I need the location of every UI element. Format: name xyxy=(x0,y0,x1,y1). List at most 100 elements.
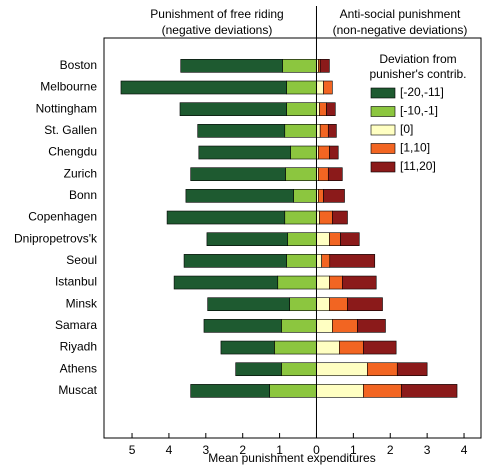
bar-segment xyxy=(318,145,330,160)
bar-segment xyxy=(282,59,317,73)
bar-segment xyxy=(281,319,317,333)
legend-title: punisher's contrib. xyxy=(369,67,466,81)
legend-label: [1,10] xyxy=(400,141,430,155)
y-tick-label: Nottingham xyxy=(36,101,97,115)
bar-segment xyxy=(286,254,317,268)
bar-segment xyxy=(277,275,317,290)
right-header: (non-negative deviations) xyxy=(333,23,468,37)
bar-segment xyxy=(316,384,364,398)
bar-segment xyxy=(190,384,270,398)
bar-segment xyxy=(339,340,364,355)
bar-segment xyxy=(329,275,343,290)
bar-segment xyxy=(367,362,398,377)
bar-segment xyxy=(179,102,287,116)
bar-segment xyxy=(321,254,331,268)
x-tick-label: 4 xyxy=(166,443,173,457)
y-tick-label: Minsk xyxy=(66,296,98,310)
bar-segment xyxy=(285,167,317,181)
y-tick-label: Riyadh xyxy=(60,340,97,354)
bar-segment xyxy=(293,189,317,203)
bar-segment xyxy=(120,80,287,95)
bar-segment xyxy=(220,340,275,355)
x-tick-label: 2 xyxy=(239,443,246,457)
bar-segment xyxy=(396,362,428,377)
bar-segment xyxy=(329,254,376,268)
bar-segment xyxy=(329,232,341,246)
y-tick-label: Melbourne xyxy=(40,80,97,94)
bar-segment xyxy=(319,59,330,73)
bar-segment xyxy=(316,124,321,138)
y-tick-label: Seoul xyxy=(66,253,97,267)
bar-segment xyxy=(327,167,343,181)
y-tick-label: Bonn xyxy=(69,188,97,202)
bar-segment xyxy=(173,275,279,290)
bar-segment xyxy=(281,362,317,377)
y-tick-label: St. Gallen xyxy=(44,123,97,137)
bar-segment xyxy=(363,384,402,398)
bar-segment xyxy=(316,297,330,312)
bar-segment xyxy=(198,145,291,160)
bar-segment xyxy=(203,319,282,333)
bar-segment xyxy=(286,80,317,95)
y-tick-label: Muscat xyxy=(58,383,97,397)
y-tick-label: Chengdu xyxy=(48,145,97,159)
y-tick-label: Copenhagen xyxy=(28,210,97,224)
x-axis-label: Mean punishment expenditures xyxy=(208,451,375,465)
plot-frame xyxy=(103,37,482,439)
legend-label: [11,20] xyxy=(400,159,436,173)
left-header: (negative deviations) xyxy=(162,23,273,37)
bar-segment xyxy=(316,275,330,290)
y-tick-label: Istanbul xyxy=(55,275,97,289)
legend-swatch xyxy=(370,124,396,136)
bar-segment xyxy=(235,362,282,377)
x-tick-label: 3 xyxy=(424,443,431,457)
bar-segment xyxy=(327,124,337,138)
bar-segment xyxy=(319,210,333,225)
bar-segment xyxy=(269,384,317,398)
legend-swatch xyxy=(370,106,396,117)
bar-segment xyxy=(166,210,286,225)
x-tick-label: 1 xyxy=(350,443,357,457)
x-tick-label: 1 xyxy=(276,443,283,457)
bar-segment xyxy=(316,319,333,333)
legend-swatch xyxy=(370,143,396,154)
x-tick-label: 4 xyxy=(461,443,468,457)
bar-segment xyxy=(401,384,458,398)
bar-segment xyxy=(319,124,329,138)
bar-segment xyxy=(274,340,317,355)
x-tick-label: 3 xyxy=(202,443,209,457)
bar-segment xyxy=(332,210,348,225)
legend-label: [-20,-11] xyxy=(400,85,444,99)
bar-segment xyxy=(340,232,360,246)
bar-segment xyxy=(357,319,386,333)
bar-segment xyxy=(286,102,317,116)
y-tick-label: Athens xyxy=(60,361,97,375)
bar-segment xyxy=(287,232,317,246)
bar-segment xyxy=(190,167,286,181)
bar-segment xyxy=(316,362,368,377)
bar-segment xyxy=(180,59,283,73)
bar-segment xyxy=(289,297,317,312)
bar-segment xyxy=(284,124,317,138)
bar-segment xyxy=(284,210,317,225)
bar-segment xyxy=(207,297,290,312)
bar-segment xyxy=(316,80,324,95)
bar-segment xyxy=(326,102,336,116)
bar-segment xyxy=(329,297,348,312)
legend-label: [-10,-1] xyxy=(400,104,438,118)
bar-segment xyxy=(316,340,340,355)
bar-segment xyxy=(323,189,345,203)
bar-segment xyxy=(185,189,294,203)
legend-title: Deviation from xyxy=(379,52,456,66)
bar-segment xyxy=(347,297,383,312)
bar-segment xyxy=(316,232,330,246)
bar-segment xyxy=(197,124,286,138)
bar-segment xyxy=(319,102,327,116)
bar-segment xyxy=(316,254,322,268)
y-tick-label: Samara xyxy=(55,318,97,332)
bar-segment xyxy=(323,80,333,95)
bar-segment xyxy=(363,340,397,355)
bar-segment xyxy=(183,254,287,268)
x-tick-label: 5 xyxy=(129,443,136,457)
